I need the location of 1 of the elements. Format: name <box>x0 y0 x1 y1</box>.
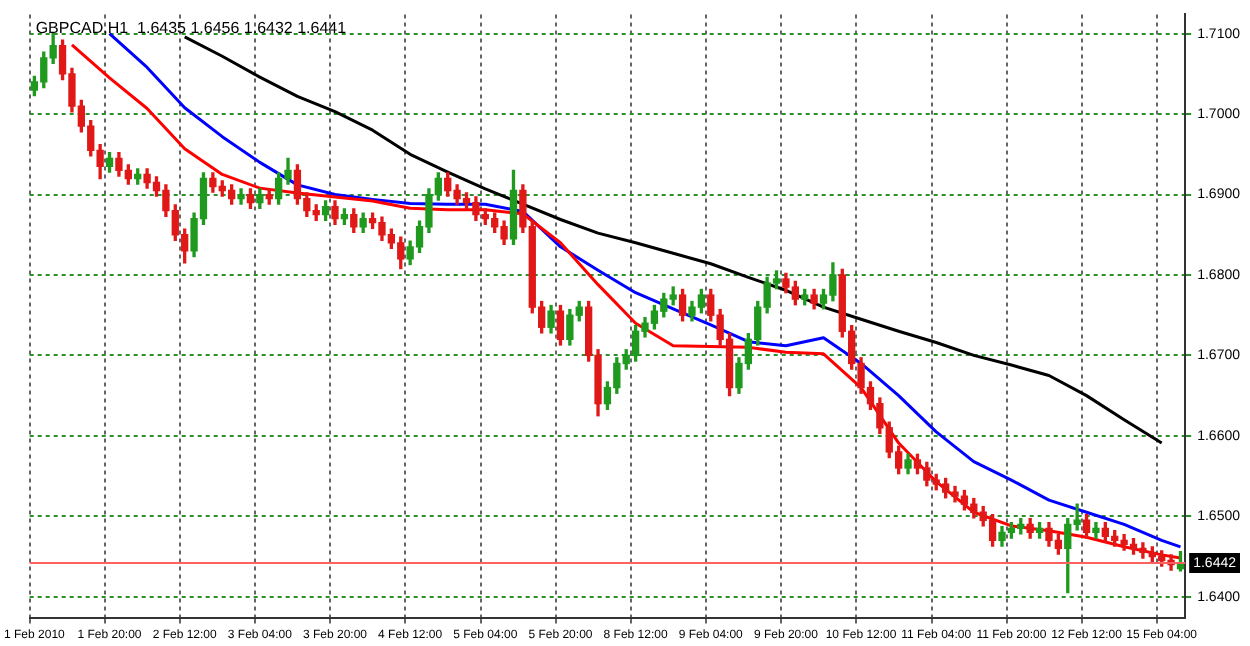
chart-title: GBPCAD,H1 1.6435 1.6456 1.6432 1.6441 <box>35 18 348 37</box>
